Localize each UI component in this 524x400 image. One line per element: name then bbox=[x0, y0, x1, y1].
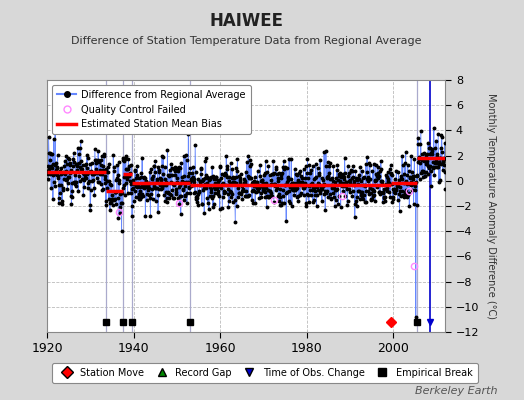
Legend: Station Move, Record Gap, Time of Obs. Change, Empirical Break: Station Move, Record Gap, Time of Obs. C… bbox=[52, 363, 478, 382]
Text: Berkeley Earth: Berkeley Earth bbox=[416, 386, 498, 396]
Text: Difference of Station Temperature Data from Regional Average: Difference of Station Temperature Data f… bbox=[71, 36, 421, 46]
Text: HAIWEE: HAIWEE bbox=[209, 12, 283, 30]
Y-axis label: Monthly Temperature Anomaly Difference (°C): Monthly Temperature Anomaly Difference (… bbox=[486, 93, 496, 319]
